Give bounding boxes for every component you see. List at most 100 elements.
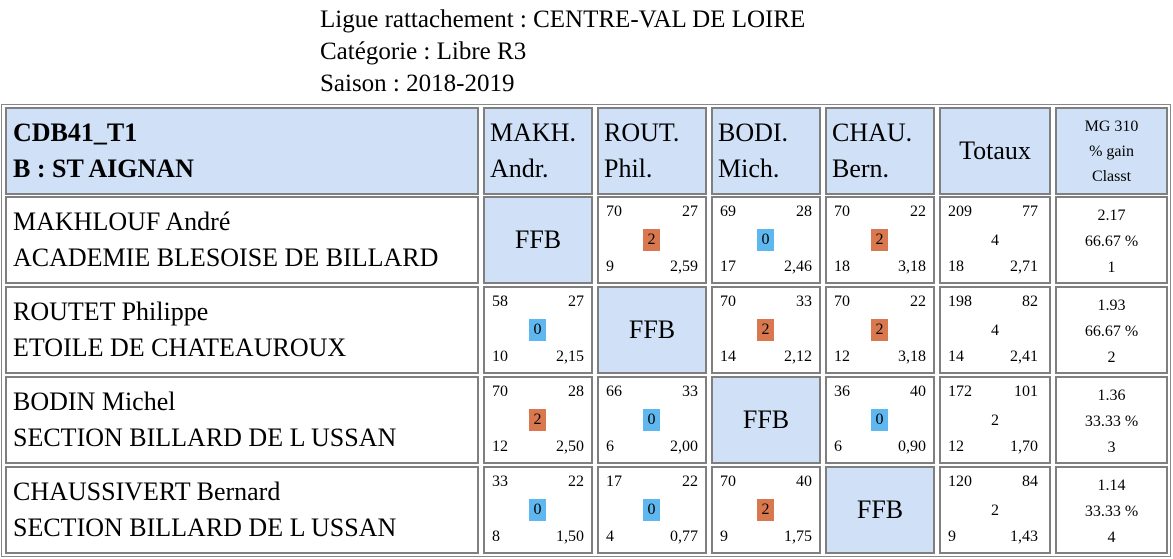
stats-pct: 33.33 % (1084, 503, 1139, 520)
totals-match-points: 2 (991, 412, 999, 429)
loss-badge: 0 (757, 229, 774, 251)
match-innings: 14 (720, 348, 736, 365)
loss-badge: 0 (643, 409, 660, 431)
match-result-cell: 36 40 0 6 0,90 (825, 376, 935, 464)
player-club: SECTION BILLARD DE L USSAN (13, 513, 397, 542)
match-average: 2,50 (556, 438, 584, 455)
stats-rank: 4 (1107, 529, 1116, 546)
match-points: 58 (492, 293, 508, 310)
stats-cell: 2.17 66.67 % 1 (1055, 196, 1168, 284)
totals-average: 1,43 (1010, 528, 1038, 545)
match-average: 1,50 (556, 528, 584, 545)
match-average: 3,18 (898, 258, 926, 275)
win-badge: 2 (529, 409, 546, 431)
win-badge: 2 (643, 229, 660, 251)
match-points: 17 (606, 473, 622, 490)
self-match-cell: FFB (597, 286, 707, 374)
stats-header-cell: MG 310 % gain Classt (1055, 107, 1168, 195)
match-innings: 12 (834, 348, 850, 365)
match-points: 70 (834, 203, 850, 220)
totals-average: 2,41 (1010, 348, 1038, 365)
player-column-header: ROUT. Phil. (597, 107, 707, 195)
match-innings: 18 (834, 258, 850, 275)
player-name: MAKHLOUF André (13, 207, 231, 236)
column-header-line2: Phil. (604, 154, 653, 183)
match-opponent-points: 28 (796, 203, 812, 220)
match-average: 1,75 (784, 528, 812, 545)
stats-cell: 1.93 66.67 % 2 (1055, 286, 1168, 374)
column-header-line1: CHAU. (832, 118, 913, 147)
match-result-cell: 70 27 2 9 2,59 (597, 196, 707, 284)
column-header-line1: MAKH. (490, 118, 576, 147)
match-average: 2,00 (670, 438, 698, 455)
ffb-label: FFB (514, 225, 562, 254)
ffb-label: FFB (628, 315, 676, 344)
page-header: Ligue rattachement : CENTRE-VAL DE LOIRE… (320, 4, 805, 100)
match-result-cell: 66 33 0 6 2,00 (597, 376, 707, 464)
stats-header-pct: % gain (1089, 143, 1134, 160)
player-club: ETOILE DE CHATEAUROUX (13, 333, 347, 362)
player-name: BODIN Michel (13, 387, 176, 416)
match-average: 0,77 (670, 528, 698, 545)
match-average: 0,90 (898, 438, 926, 455)
totals-points: 120 (948, 473, 972, 490)
loss-badge: 0 (529, 499, 546, 521)
match-innings: 12 (492, 438, 508, 455)
match-innings: 6 (834, 438, 842, 455)
match-points: 70 (720, 293, 736, 310)
loss-badge: 0 (871, 409, 888, 431)
totals-cell: 209 77 4 18 2,71 (939, 196, 1051, 284)
results-table-frame (1, 104, 1171, 557)
loss-badge: 0 (529, 319, 546, 341)
match-average: 2,12 (784, 348, 812, 365)
player-club: SECTION BILLARD DE L USSAN (13, 423, 397, 452)
column-header-line2: Mich. (718, 154, 780, 183)
stats-pct: 66.67 % (1084, 323, 1139, 340)
match-points: 69 (720, 203, 736, 220)
ffb-label: FFB (856, 495, 904, 524)
stats-cell: 1.14 33.33 % 4 (1055, 466, 1168, 554)
match-result-cell: 17 22 0 4 0,77 (597, 466, 707, 554)
match-innings: 10 (492, 348, 508, 365)
win-badge: 2 (871, 229, 888, 251)
win-badge: 2 (757, 319, 774, 341)
stats-header-mg: MG 310 (1084, 118, 1139, 135)
group-name: B : ST AIGNAN (13, 154, 194, 183)
player-name-cell: MAKHLOUF André ACADEMIE BLESOISE DE BILLA… (5, 196, 479, 284)
ffb-label: FFB (742, 405, 790, 434)
player-name-cell: ROUTET Philippe ETOILE DE CHATEAUROUX (5, 286, 479, 374)
totals-match-points: 4 (991, 232, 999, 249)
column-header-line2: Bern. (832, 154, 890, 183)
totals-average: 1,70 (1010, 438, 1038, 455)
totals-points: 209 (948, 203, 972, 220)
group-code: CDB41_T1 (13, 118, 138, 147)
match-result-cell: 58 27 0 10 2,15 (483, 286, 593, 374)
match-points: 70 (492, 383, 508, 400)
match-average: 2,15 (556, 348, 584, 365)
match-innings: 4 (606, 528, 614, 545)
match-points: 70 (606, 203, 622, 220)
match-result-cell: 70 22 2 18 3,18 (825, 196, 935, 284)
match-average: 2,59 (670, 258, 698, 275)
match-opponent-points: 22 (568, 473, 584, 490)
totals-points: 198 (948, 293, 972, 310)
player-column-header: BODI. Mich. (711, 107, 821, 195)
self-match-cell: FFB (825, 466, 935, 554)
self-match-cell: FFB (711, 376, 821, 464)
stats-rank: 3 (1107, 439, 1116, 456)
loss-badge: 0 (643, 499, 660, 521)
match-result-cell: 70 22 2 12 3,18 (825, 286, 935, 374)
stats-mg: 1.14 (1097, 477, 1126, 494)
match-opponent-points: 22 (682, 473, 698, 490)
match-opponent-points: 33 (682, 383, 698, 400)
player-name-cell: BODIN Michel SECTION BILLARD DE L USSAN (5, 376, 479, 464)
match-result-cell: 70 28 2 12 2,50 (483, 376, 593, 464)
match-opponent-points: 22 (910, 293, 926, 310)
win-badge: 2 (757, 499, 774, 521)
totals-match-points: 4 (991, 322, 999, 339)
match-points: 33 (492, 473, 508, 490)
match-opponent-points: 28 (568, 383, 584, 400)
stats-mg: 2.17 (1097, 207, 1126, 224)
match-opponent-points: 27 (568, 293, 584, 310)
column-header-line1: ROUT. (604, 118, 680, 147)
